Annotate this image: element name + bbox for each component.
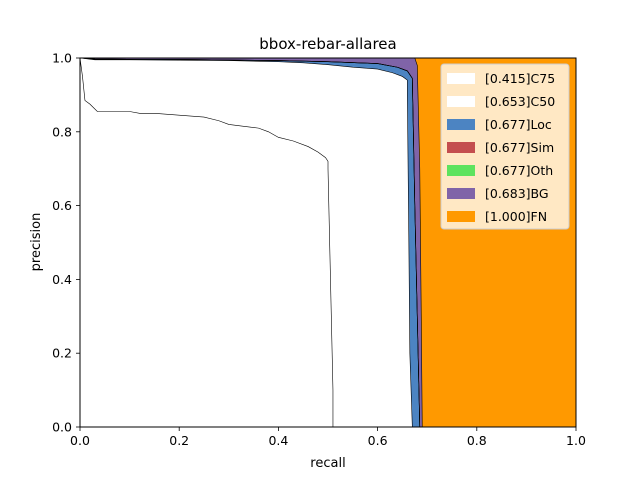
legend-label: [0.683]BG <box>485 186 549 201</box>
x-tick-label: 0.0 <box>70 433 90 448</box>
y-axis: 0.0 0.2 0.4 0.6 0.8 1.0 <box>52 51 80 435</box>
legend-label: [1.000]FN <box>485 209 547 224</box>
curve-0-653-c50 <box>79 57 413 428</box>
x-tick-label: 0.8 <box>467 433 487 448</box>
x-tick-label: 0.2 <box>169 433 189 448</box>
legend-label: [0.677]Oth <box>485 163 553 178</box>
plot-area <box>79 57 577 428</box>
legend-swatch <box>447 188 475 199</box>
legend-label: [0.415]C75 <box>485 71 555 86</box>
curve-0-677-oth <box>79 57 421 428</box>
plot-frame <box>79 57 577 428</box>
legend-swatch <box>447 73 475 84</box>
legend-swatch <box>447 142 475 153</box>
x-tick-label: 0.6 <box>368 433 388 448</box>
legend-label: [0.653]C50 <box>485 94 555 109</box>
chart-title: bbox-rebar-allarea <box>259 35 396 53</box>
y-tick-label: 0.4 <box>52 272 72 287</box>
x-axis: 0.0 0.2 0.4 0.6 0.8 1.0 <box>70 427 586 448</box>
y-axis-label: precision <box>29 213 44 272</box>
y-tick-label: 0.8 <box>52 124 72 139</box>
legend-label: [0.677]Sim <box>485 140 554 155</box>
x-tick-label: 1.0 <box>566 433 586 448</box>
legend-swatch <box>447 119 475 130</box>
x-axis-label: recall <box>310 456 345 471</box>
area-0-415-c75 <box>80 58 333 427</box>
curve-0-415-c75 <box>79 57 334 427</box>
legend-swatch <box>447 165 475 176</box>
legend-swatch <box>447 96 475 107</box>
legend-swatch <box>447 211 475 222</box>
y-tick-label: 0.0 <box>52 420 72 435</box>
y-tick-label: 0.6 <box>52 198 72 213</box>
y-tick-label: 1.0 <box>52 51 72 66</box>
y-tick-label: 0.2 <box>52 346 72 361</box>
x-tick-label: 0.4 <box>268 433 288 448</box>
legend-label: [0.677]Loc <box>485 117 552 132</box>
legend: [0.415]C75 [0.653]C50 [0.677]Loc [0.677]Sim… <box>440 63 570 230</box>
